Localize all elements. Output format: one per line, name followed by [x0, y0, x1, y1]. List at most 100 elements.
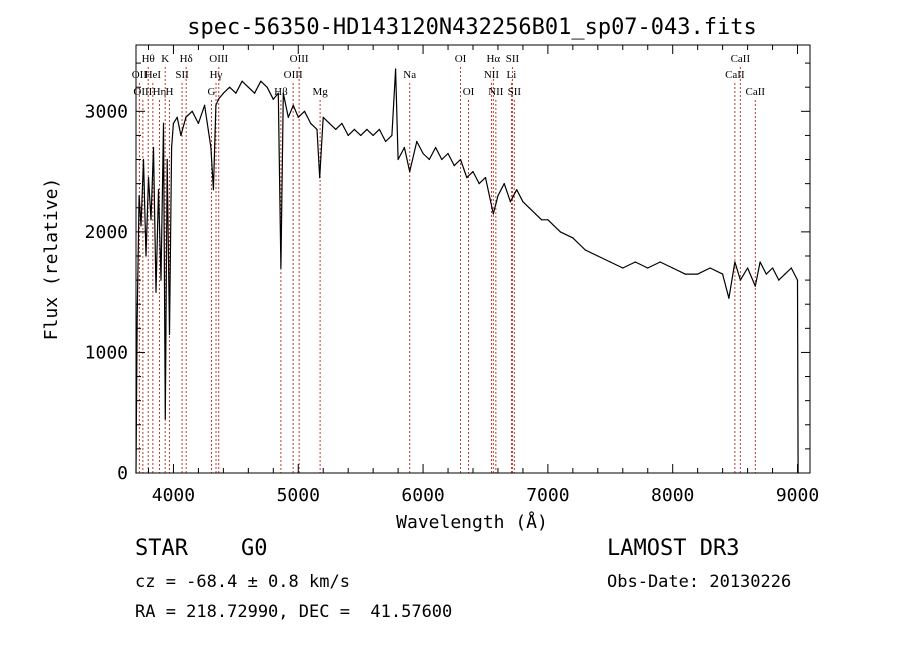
data-point: [168, 333, 171, 335]
data-point: [734, 261, 736, 263]
data-point: [395, 68, 397, 70]
data-point: [138, 195, 140, 197]
data-point: [772, 267, 774, 269]
marker-label-Ca-K: K: [161, 53, 169, 65]
data-point: [254, 92, 256, 94]
marker-label-Li: Li: [507, 69, 517, 81]
data-point: [162, 122, 165, 124]
data-point: [422, 152, 424, 155]
data-point: [176, 116, 178, 118]
marker-label-Ca-II-8542: CaII: [731, 53, 751, 65]
data-point: [185, 116, 187, 118]
data-point: [166, 158, 168, 161]
data-point: [360, 134, 362, 136]
data-point: [754, 285, 756, 287]
data-point: [303, 110, 306, 112]
data-point: [235, 92, 237, 94]
data-point: [478, 183, 480, 185]
data-point: [180, 134, 182, 136]
plot-frame: [135, 44, 811, 474]
data-point: [739, 279, 742, 281]
data-point: [497, 195, 499, 197]
y-tick-label: 0: [117, 463, 128, 484]
data-point: [142, 158, 145, 161]
data-point: [272, 98, 274, 100]
marker-label-Ca-II-8498: CaII: [725, 69, 745, 81]
y-tick-label: 2000: [85, 222, 128, 243]
data-point: [136, 315, 138, 317]
data-point: [215, 104, 217, 106]
data-point: [447, 152, 449, 155]
data-point: [759, 261, 761, 263]
data-point: [466, 177, 468, 179]
data-point: [210, 146, 212, 149]
marker-label-H-alpha: Hα: [486, 53, 500, 65]
data-point: [528, 207, 530, 209]
marker-label-S-II-blue: SII: [175, 69, 189, 81]
marker-label-O-I-6364: OI: [463, 86, 475, 98]
data-point: [790, 267, 792, 269]
marker-label-H-gamma: Hγ: [210, 69, 223, 81]
y-axis-label: Flux (relative): [41, 178, 62, 341]
survey-label: LAMOST DR3: [607, 536, 740, 561]
observation-date: Obs-Date: 20130226: [607, 572, 792, 592]
data-point: [297, 116, 299, 118]
data-point: [484, 177, 487, 179]
data-point: [241, 80, 243, 82]
data-point: [622, 267, 624, 269]
data-point: [378, 128, 380, 130]
data-point: [516, 189, 518, 191]
object-class: STAR G0: [135, 536, 268, 561]
series-line-flux: [135, 68, 799, 474]
x-axis-label: Wavelength (Å): [396, 511, 548, 533]
data-point: [728, 297, 730, 299]
data-point: [347, 134, 349, 136]
data-point: [147, 177, 150, 179]
data-point: [145, 255, 147, 257]
chart-title: spec-56350-HD143120N432256B01_sp07-043.f…: [187, 15, 757, 40]
marker-label-Mg: Mg: [312, 86, 328, 98]
data-point: [229, 86, 231, 88]
redshift-velocity: cz = -68.4 ± 0.8 km/s: [135, 572, 350, 592]
y-tick-label: 1000: [85, 342, 128, 363]
data-point: [287, 116, 289, 118]
data-point: [319, 177, 321, 179]
ra-dec-coordinates: RA = 218.72990, DEC = 41.57600: [135, 602, 453, 622]
x-tick-label: 8000: [651, 485, 694, 506]
data-point: [191, 110, 193, 112]
data-point: [212, 189, 214, 191]
marker-label-H-delta: Hδ: [180, 53, 193, 65]
data-point: [765, 273, 767, 275]
data-point: [784, 273, 786, 275]
data-point: [435, 146, 437, 149]
data-point: [280, 267, 282, 269]
data-point: [328, 122, 331, 124]
marker-label-G-band: G: [208, 86, 216, 98]
data-point: [157, 189, 160, 191]
data-point: [709, 267, 711, 269]
data-point: [441, 158, 443, 161]
data-point: [572, 237, 574, 239]
data-point: [372, 134, 374, 136]
data-point: [341, 122, 343, 124]
data-point: [796, 279, 799, 281]
data-point: [397, 158, 399, 161]
data-point: [266, 86, 268, 88]
data-point: [409, 171, 411, 173]
data-point: [403, 146, 405, 149]
data-point: [541, 219, 543, 221]
data-point: [459, 158, 462, 161]
data-point: [322, 116, 324, 118]
marker-label-N-II-6583: NII: [488, 86, 504, 98]
data-point: [522, 201, 524, 203]
data-point: [597, 255, 599, 257]
data-point: [747, 267, 749, 269]
data-point: [282, 92, 284, 94]
data-point: [647, 267, 649, 269]
marker-label-O-III-blue: OIII: [133, 86, 152, 98]
marker-label-Ca-II-8662: CaII: [746, 86, 766, 98]
data-point: [277, 92, 279, 94]
marker-label-O-III-4363: OIII: [209, 53, 228, 65]
data-point: [155, 291, 157, 293]
y-tick-label: 3000: [85, 101, 128, 122]
